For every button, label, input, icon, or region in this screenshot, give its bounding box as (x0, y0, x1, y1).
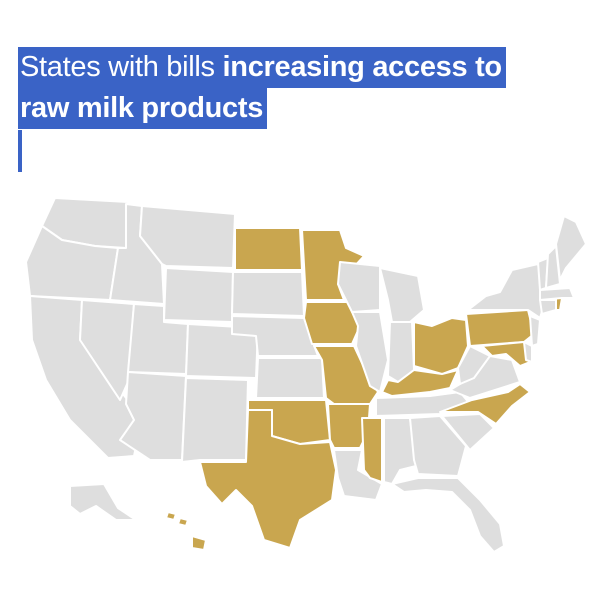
state-louisiana (333, 449, 383, 501)
state-massachusetts (539, 287, 575, 301)
state-michigan (379, 267, 425, 323)
title-line-2: raw milk products (18, 88, 268, 129)
state-texas (199, 409, 337, 549)
state-south-dakota (231, 271, 305, 317)
title-prefix: States with bills (20, 51, 215, 83)
state-south-carolina (441, 413, 495, 451)
state-connecticut (539, 299, 557, 315)
state-new-york (467, 263, 547, 319)
state-alaska (69, 483, 137, 521)
state-ohio (413, 317, 469, 375)
state-montana (139, 205, 236, 269)
map-title: States with bills increasing access to r… (18, 47, 578, 129)
state-new-mexico (181, 377, 249, 463)
state-georgia (409, 415, 467, 477)
state-delaware (523, 341, 533, 363)
state-kentucky (381, 369, 459, 397)
state-north-carolina (439, 383, 531, 425)
state-mississippi (361, 417, 383, 483)
state-hawaii (165, 511, 207, 551)
title-line-1: States with bills increasing access to (18, 47, 506, 88)
state-illinois (351, 311, 389, 393)
state-arkansas (327, 403, 371, 449)
state-pennsylvania (465, 309, 535, 347)
state-nevada (79, 299, 135, 401)
state-maine (555, 215, 587, 281)
text-cursor-bar (18, 130, 22, 172)
title-emphasis-1: increasing access to (222, 51, 503, 83)
state-new-jersey (529, 315, 541, 347)
state-wyoming (163, 267, 234, 323)
state-north-dakota (234, 227, 303, 271)
state-kansas (255, 357, 325, 399)
title-emphasis-2: raw milk products (20, 92, 264, 124)
state-florida (391, 477, 505, 553)
